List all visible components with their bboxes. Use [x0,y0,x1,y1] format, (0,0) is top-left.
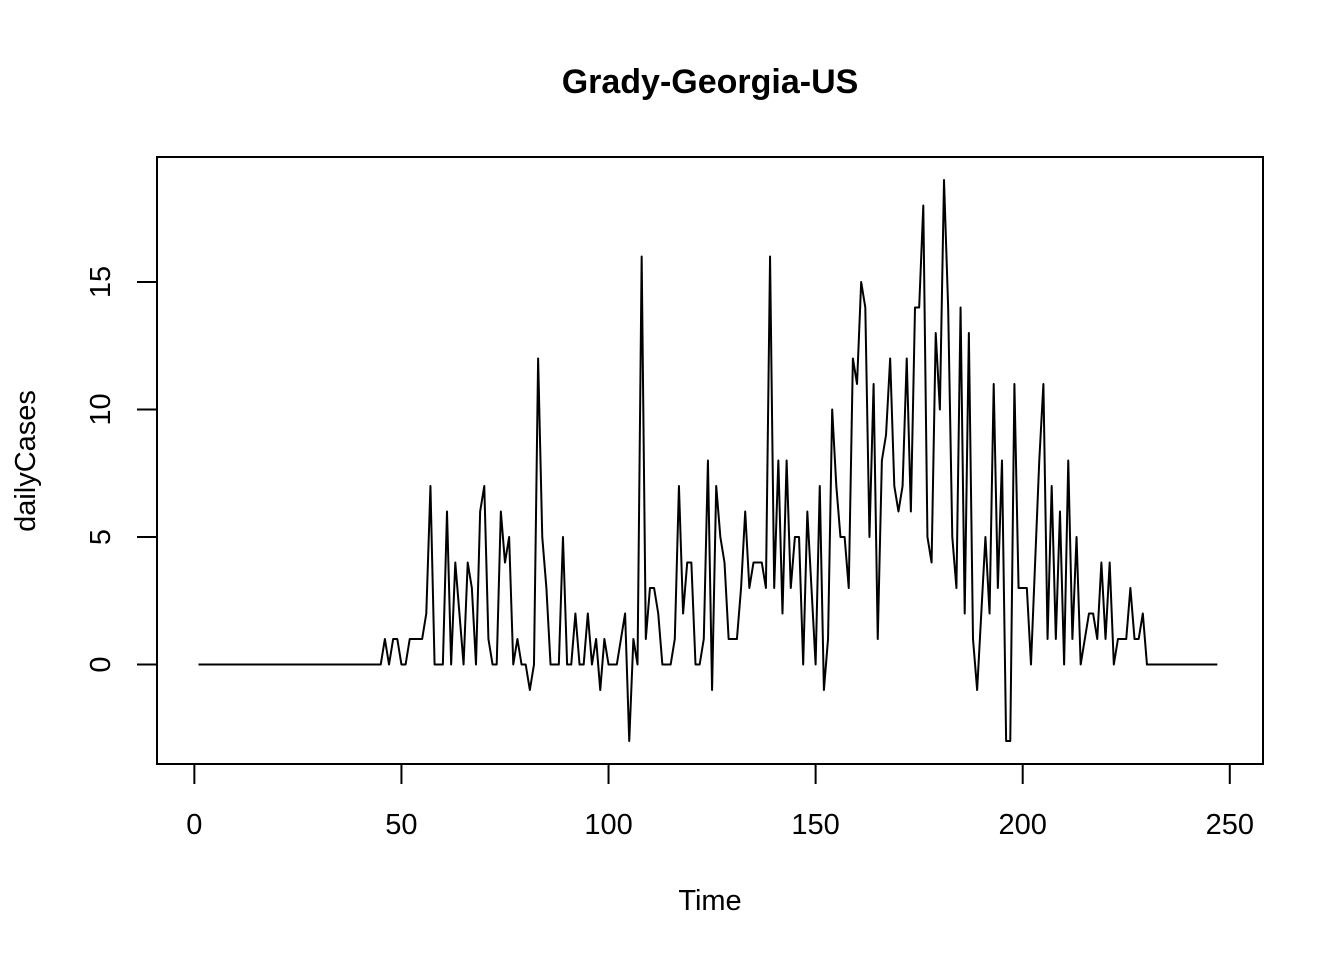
x-tick-label: 100 [584,809,632,841]
x-tick-label: 250 [1206,809,1254,841]
y-axis-label: dailyCases [10,390,42,532]
x-axis: 0 50 100 150 200 250 [186,763,1254,841]
series-line [198,179,1218,742]
y-tick-label: 10 [85,393,117,425]
chart-title: Grady-Georgia-US [562,63,859,101]
plot-frame [156,156,1264,765]
x-tick-label: 50 [385,809,417,841]
y-tick-label: 15 [85,266,117,298]
x-tick-label: 200 [999,809,1047,841]
y-axis: 0 5 10 15 [85,266,158,673]
x-axis-label: Time [678,885,741,917]
x-tick-label: 150 [791,809,839,841]
y-tick-label: 5 [85,529,117,545]
x-tick-label: 0 [186,809,202,841]
y-tick-label: 0 [85,656,117,672]
